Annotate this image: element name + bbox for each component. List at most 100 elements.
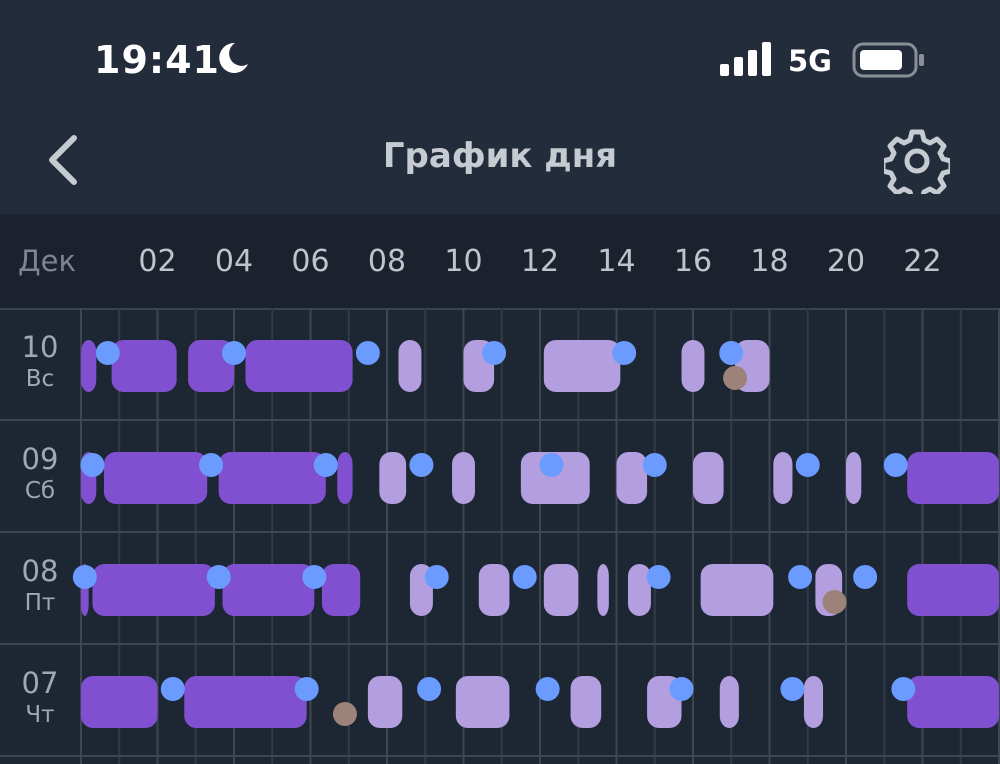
day-date: 10 [21, 330, 59, 364]
event-dot[interactable] [302, 565, 327, 589]
sleep-block-deep[interactable] [245, 340, 353, 392]
event-dot[interactable] [294, 677, 319, 701]
sleep-block-deep[interactable] [81, 340, 97, 392]
event-dot[interactable] [199, 453, 224, 477]
event-dot[interactable] [424, 565, 449, 589]
sleep-block-light[interactable] [455, 676, 510, 728]
event-dot[interactable] [222, 341, 246, 365]
sleep-block-light[interactable] [520, 452, 590, 504]
hour-tick: 12 [520, 244, 560, 279]
signal-icon [720, 42, 771, 76]
day-date: 09 [21, 442, 59, 476]
sleep-block-deep[interactable] [321, 564, 361, 616]
sleep-block-light[interactable] [398, 340, 422, 392]
event-dot[interactable] [646, 565, 671, 589]
sleep-block-light[interactable] [543, 564, 579, 616]
sleep-block-deep[interactable] [81, 676, 158, 728]
event-dot[interactable] [891, 677, 916, 701]
event-dot[interactable] [417, 677, 442, 701]
sleep-block-light[interactable] [803, 676, 824, 728]
sleep-block-light[interactable] [570, 676, 602, 728]
event-dot[interactable] [72, 565, 97, 589]
event-dot[interactable] [535, 677, 560, 701]
event-dot[interactable] [642, 453, 667, 477]
event-dot-brown[interactable] [822, 590, 847, 614]
settings-gear-icon[interactable] [884, 128, 950, 194]
event-dot[interactable] [95, 341, 120, 365]
event-dot[interactable] [795, 453, 820, 477]
sleep-block-light[interactable] [846, 452, 862, 504]
event-dot[interactable] [80, 453, 105, 477]
event-dot-brown[interactable] [332, 702, 357, 726]
event-dot[interactable] [612, 341, 637, 365]
hour-tick: 06 [291, 244, 330, 279]
day-label: 09 Сб [0, 442, 80, 504]
day-label: 08 Пт [0, 554, 80, 616]
sleep-block-deep[interactable] [907, 452, 999, 504]
network-label: 5G [788, 44, 832, 78]
top-bar [0, 0, 1000, 214]
sleep-block-deep[interactable] [111, 340, 177, 392]
event-dot[interactable] [355, 341, 380, 365]
sleep-block-light[interactable] [627, 564, 651, 616]
sleep-block-deep[interactable] [907, 676, 999, 728]
event-dot[interactable] [883, 453, 908, 477]
event-dot[interactable] [853, 565, 878, 589]
sleep-block-deep[interactable] [907, 564, 999, 616]
event-dot[interactable] [780, 677, 805, 701]
sleep-block-light[interactable] [478, 564, 510, 616]
day-weekday: Чт [25, 702, 55, 728]
event-dot[interactable] [313, 453, 338, 477]
day-weekday: Пт [24, 590, 56, 616]
month-label: Дек [18, 244, 77, 278]
hour-tick: 10 [444, 244, 483, 279]
back-chevron-icon[interactable] [40, 132, 84, 188]
event-dot[interactable] [512, 565, 537, 589]
hour-tick: 14 [597, 244, 636, 279]
event-dot[interactable] [482, 341, 507, 365]
event-dot[interactable] [539, 453, 564, 477]
sleep-block-light[interactable] [367, 676, 403, 728]
sleep-block-deep[interactable] [218, 452, 326, 504]
day-date: 07 [21, 666, 59, 700]
day-label: 07 Чт [0, 666, 80, 728]
time-axis [0, 214, 1000, 310]
hour-tick: 04 [214, 244, 254, 279]
moon-icon [219, 42, 248, 73]
day-label: 10 Вс [0, 330, 80, 392]
sleep-block-light[interactable] [379, 452, 407, 504]
event-dot[interactable] [206, 565, 231, 589]
event-dot[interactable] [160, 677, 185, 701]
sleep-block-deep[interactable] [337, 452, 353, 504]
sleep-block-deep[interactable] [103, 452, 208, 504]
sleep-block-light[interactable] [543, 340, 621, 392]
sleep-block-light[interactable] [700, 564, 774, 616]
sleep-block-deep[interactable] [92, 564, 215, 616]
sleep-block-light[interactable] [452, 452, 475, 504]
hour-tick: 18 [750, 244, 789, 279]
hour-tick: 22 [903, 244, 942, 279]
day-weekday: Сб [24, 478, 56, 504]
sleep-block-light[interactable] [681, 340, 705, 392]
event-dot[interactable] [719, 341, 744, 365]
sleep-block-light[interactable] [693, 452, 724, 504]
status-time: 19:41 [94, 38, 220, 82]
event-dot[interactable] [669, 677, 694, 701]
sleep-block-light[interactable] [773, 452, 793, 504]
hour-tick: 08 [367, 244, 407, 279]
page-title: График дня [382, 136, 618, 176]
hour-tick: 20 [826, 244, 866, 279]
event-dot-brown[interactable] [723, 366, 748, 390]
event-dot[interactable] [788, 565, 813, 589]
sleep-block-light[interactable] [597, 564, 609, 616]
day-weekday: Вс [25, 366, 55, 392]
battery-icon [852, 42, 924, 78]
sleep-block-deep[interactable] [184, 676, 307, 728]
hour-tick: 16 [673, 244, 713, 279]
event-dot[interactable] [409, 453, 434, 477]
sleep-block-light[interactable] [616, 452, 648, 504]
sleep-block-deep[interactable] [222, 564, 315, 616]
day-date: 08 [21, 554, 59, 588]
sleep-block-light[interactable] [719, 676, 739, 728]
